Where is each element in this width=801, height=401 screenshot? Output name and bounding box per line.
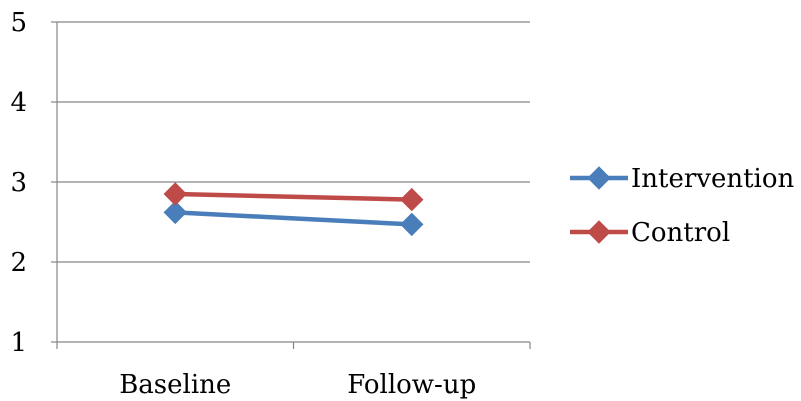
data-point-control bbox=[163, 182, 187, 206]
x-tick-label: Baseline bbox=[119, 370, 231, 400]
series-group bbox=[163, 182, 424, 237]
y-tick-label: 1 bbox=[10, 328, 27, 358]
y-axis-ticks: 1 2 3 4 5 bbox=[10, 8, 57, 358]
x-axis-ticks: Baseline Follow-up bbox=[56, 342, 531, 400]
series-line-intervention bbox=[175, 210, 412, 227]
y-tick-label: 2 bbox=[10, 248, 27, 278]
x-tick-label: Follow-up bbox=[347, 370, 476, 400]
series-line-control bbox=[175, 191, 412, 202]
y-tick-label: 5 bbox=[10, 8, 27, 38]
legend-marker-intervention bbox=[587, 166, 611, 190]
y-tick-label: 3 bbox=[10, 168, 27, 198]
y-tick-label: 4 bbox=[10, 88, 27, 118]
legend-marker-control bbox=[587, 220, 611, 244]
data-point-intervention bbox=[163, 200, 187, 225]
legend-label-intervention: Intervention bbox=[631, 164, 795, 194]
legend: Intervention Control bbox=[570, 164, 795, 248]
gridlines bbox=[57, 21, 530, 263]
legend-label-control: Control bbox=[631, 218, 730, 248]
data-point-control bbox=[400, 187, 424, 212]
data-point-intervention bbox=[400, 212, 424, 237]
